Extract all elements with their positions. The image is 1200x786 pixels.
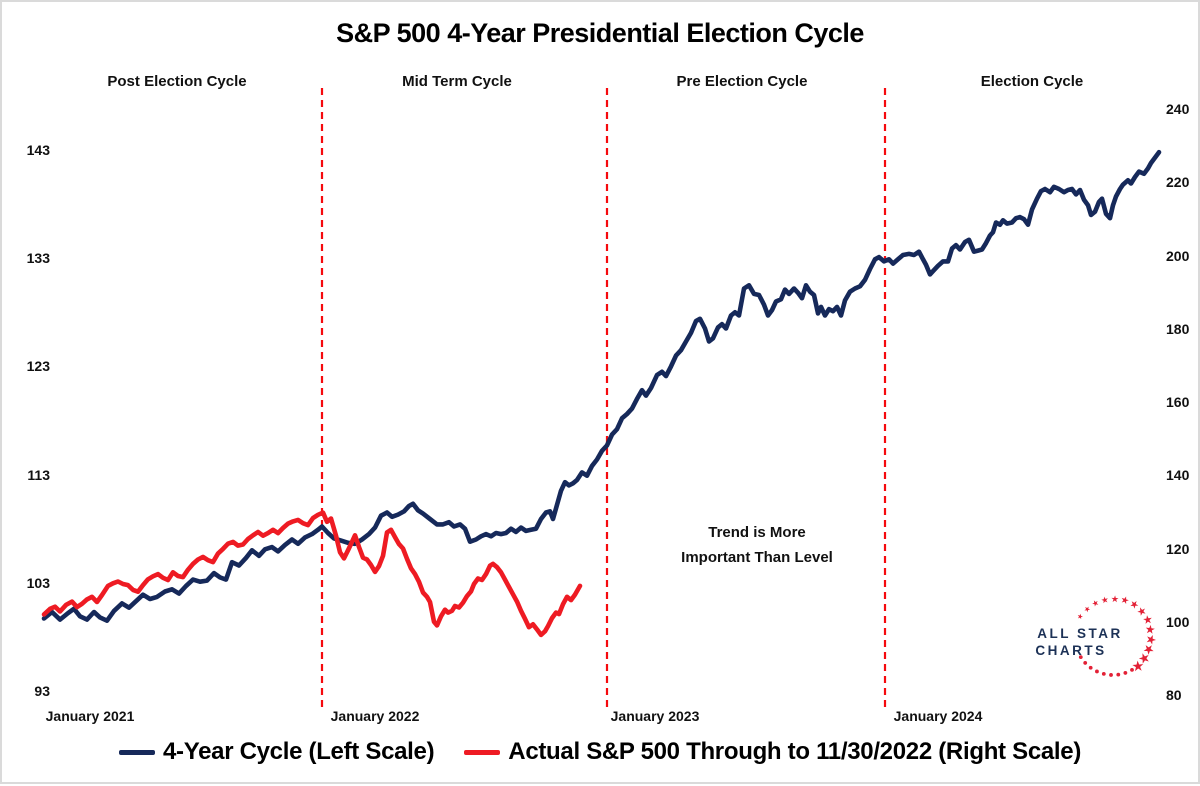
cycle-label: Mid Term Cycle: [402, 73, 512, 90]
right-axis-tick: 200: [1166, 247, 1190, 264]
logo-star-icon: ★: [1119, 594, 1131, 607]
logo-star-icon: ★: [1082, 603, 1093, 614]
right-axis-tick: 240: [1166, 101, 1190, 117]
right-axis-tick: 180: [1166, 320, 1190, 337]
logo-star-icon: ★: [1100, 594, 1110, 605]
right-axis-tick: 160: [1166, 394, 1190, 410]
logo-dot-icon: [1083, 661, 1088, 665]
right-axis-tick: 120: [1166, 540, 1190, 557]
x-axis-label: January 2022: [330, 708, 420, 724]
right-axis-tick: 80: [1166, 687, 1182, 703]
logo-dot-icon: [1078, 655, 1083, 660]
left-axis-tick: 143: [26, 142, 50, 158]
x-axis-label: January 2021: [45, 708, 135, 724]
legend-label-cycle: 4-Year Cycle (Left Scale): [162, 738, 435, 765]
logo-dot-icon: [1088, 665, 1093, 670]
right-axis-tick: 100: [1166, 613, 1190, 630]
logo-star-icon: ★: [1139, 613, 1154, 627]
x-axis-label: January 2023: [610, 708, 700, 724]
legend-item-actual: Actual S&P 500 Through to 11/30/2022 (Ri…: [464, 738, 1081, 766]
cycle-label: Post Election Cycle: [107, 73, 247, 90]
logo-text-line1: ALL STAR: [1037, 626, 1123, 641]
left-axis-tick: 133: [26, 250, 50, 267]
logo-dot-icon: [1095, 669, 1099, 674]
left-axis-tick: 103: [26, 574, 50, 591]
x-axis-label: January 2024: [893, 708, 983, 724]
logo-star-icon: ★: [1110, 594, 1119, 604]
logo-star-icon: ★: [1144, 634, 1159, 646]
page-title: S&P 500 4-Year Presidential Election Cyc…: [336, 18, 864, 48]
allstarcharts-logo: ★ ★ ★ ★ ★ ★ ★ ★ ★ ★ ★ ★ ★ ★ ALL STAR CHARTS: [1007, 584, 1177, 694]
logo-dot-icon: [1116, 672, 1121, 677]
logo-star-icon: ★: [1090, 598, 1101, 609]
logo-star-icon: ★: [1142, 623, 1158, 636]
logo-star-icon: ★: [1140, 641, 1158, 657]
cycle-label: Election Cycle: [980, 73, 1084, 90]
logo-text-line2: CHARTS: [1035, 643, 1106, 658]
left-axis-tick: 123: [26, 358, 50, 375]
logo-dot-icon: [1109, 673, 1113, 677]
right-axis-tick: 140: [1166, 467, 1190, 484]
legend-item-cycle: 4-Year Cycle (Left Scale): [118, 738, 435, 766]
legend-label-actual: Actual S&P 500 Through to 11/30/2022 (Ri…: [508, 738, 1082, 765]
logo-dot-icon: [1130, 668, 1134, 672]
actual-sp500-series: [41, 510, 583, 638]
annotation-line2: Important Than Level: [681, 549, 833, 566]
logo-dot-icon: [1101, 671, 1106, 676]
blue-line-swatch-icon: [118, 749, 155, 755]
legend: 4-Year Cycle (Left Scale) Actual S&P 500…: [2, 738, 1198, 766]
logo-star-icon: ★: [1075, 612, 1085, 622]
right-axis-tick: 220: [1166, 174, 1190, 191]
cycle-line-series: [41, 149, 1162, 624]
cycle-label: Pre Election Cycle: [676, 73, 808, 90]
left-axis-tick: 113: [27, 466, 50, 483]
left-axis-tick: 93: [34, 683, 50, 699]
annotation-trend: Trend is More Important Than Level: [597, 520, 917, 570]
logo-dot-icon: [1123, 671, 1128, 675]
red-line-swatch-icon: [464, 749, 501, 755]
annotation-line1: Trend is More: [708, 524, 806, 541]
